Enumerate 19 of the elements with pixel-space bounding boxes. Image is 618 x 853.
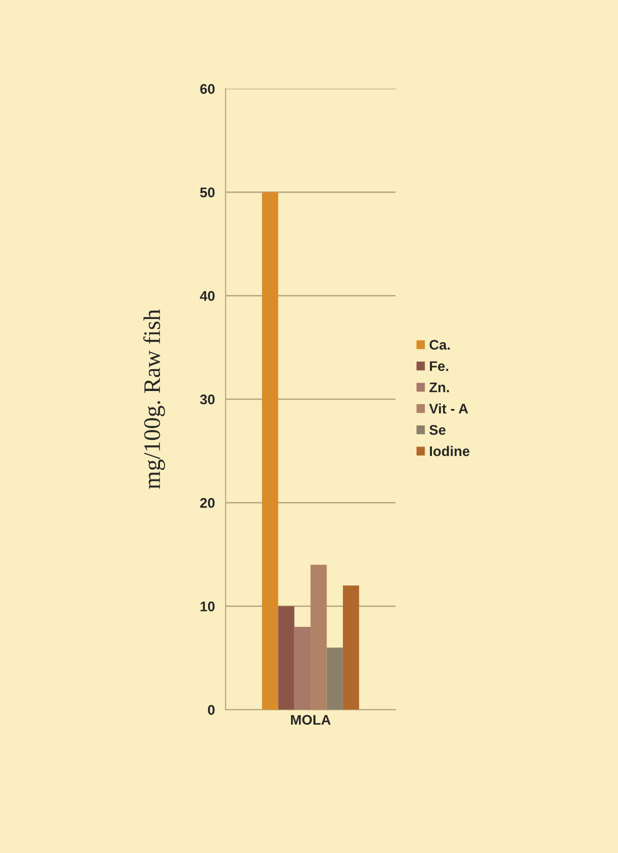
y-tick-label: 50 — [200, 188, 215, 198]
y-tick-label: 60 — [200, 84, 215, 94]
bar — [262, 192, 278, 710]
legend-label: Vit - A — [429, 403, 468, 414]
legend-label: Zn. — [429, 382, 449, 392]
y-tick-label: 20 — [200, 498, 215, 508]
bar — [326, 648, 343, 710]
y-tick-label: 0 — [208, 705, 215, 715]
y-tick-label: 30 — [200, 394, 215, 404]
legend-label: Iodine — [430, 446, 470, 456]
y-tick-label: 10 — [200, 602, 215, 612]
legend-label: Ca. — [430, 340, 450, 350]
y-tick-label: 40 — [200, 291, 215, 301]
legend-label: Fe. — [430, 361, 448, 372]
x-tick-label: MOLA — [291, 714, 331, 725]
legend-label: Se — [429, 425, 446, 435]
y-axis-title: mg/100g. Raw fish — [143, 309, 165, 489]
bar — [278, 606, 294, 710]
bar — [342, 586, 360, 710]
